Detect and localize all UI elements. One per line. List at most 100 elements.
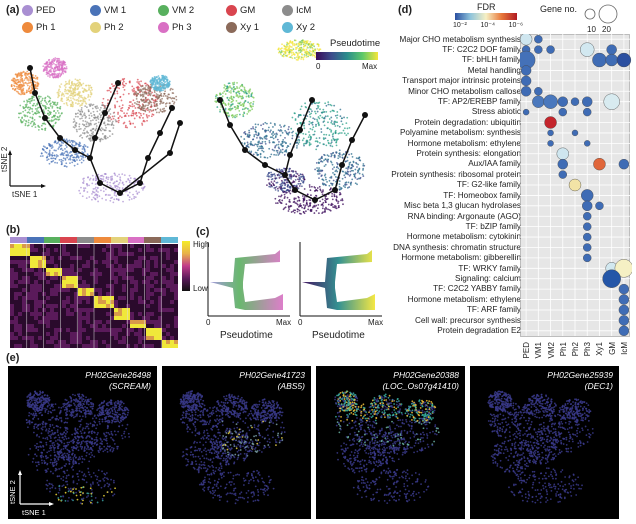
legend-item-7: Ph 3: [158, 22, 192, 33]
gene-set-label: Hormone metabolism: cytokinin: [407, 232, 521, 242]
gene-set-label: Cell wall: precursor synthesis: [415, 316, 521, 326]
gene-set-label: TF: G2-like family: [457, 180, 521, 190]
gene-no-title: Gene no.: [540, 4, 577, 14]
enrichment-dot: [617, 53, 631, 67]
heatmap-cluster-bar: [10, 237, 178, 243]
enrichment-dot: [583, 223, 591, 231]
enrichment-dot: [619, 326, 629, 336]
enrichment-dot: [548, 130, 554, 136]
legend-swatch: [90, 5, 101, 16]
gene-set-label: Metal handling: [468, 66, 521, 76]
gene-set-label: Protein degradation E2: [437, 326, 521, 336]
branch-plot-clusters: [210, 250, 283, 310]
enrichment-dot: [582, 201, 592, 211]
cluster-tick: Ph2: [571, 342, 580, 366]
legend-item-1: VM 1: [90, 5, 126, 16]
branch-plot-pseudotime: [302, 250, 375, 310]
tsne-axes-a: [8, 150, 58, 210]
gene-set-label: Protein synthesis: ribosomal protein: [391, 170, 521, 180]
enrichment-dot: [523, 109, 529, 115]
heatmap-colorbar: [182, 241, 190, 291]
enrichment-dot: [604, 94, 620, 110]
enrichment-dot: [619, 305, 629, 315]
trajectory-branch-mid: [90, 83, 118, 158]
pseudotime-title: Pseudotime: [330, 38, 380, 49]
tsne1-label-e: tSNE 1: [22, 508, 46, 517]
pseudotime-colorbar: [316, 52, 378, 60]
gene-set-label: TF: AP2/EREBP family: [438, 97, 521, 107]
legend-item-4: IcM: [282, 5, 311, 16]
enrichment-dot: [521, 86, 531, 96]
enrichment-dot: [521, 65, 531, 75]
enrichment-dot: [532, 96, 544, 108]
pseudotime-max: Max: [362, 62, 377, 71]
legend-label: PED: [36, 5, 56, 16]
enrichment-dot: [593, 158, 605, 170]
legend-swatch: [282, 5, 293, 16]
enrichment-dot: [619, 159, 629, 169]
panel-d-label: (d): [398, 4, 412, 16]
gene-no-tick-20: 20: [602, 25, 611, 34]
legend-label: Ph 2: [104, 22, 124, 33]
c-max-2: Max: [368, 318, 383, 327]
gene-set-label: TF: Homeobox family: [443, 191, 521, 201]
c-xlabel-2: Pseudotime: [312, 330, 365, 341]
pseudotime-trajectory: [220, 100, 365, 200]
legend-item-2: VM 2: [158, 5, 194, 16]
feature-alias-1: (SCREAM): [109, 381, 151, 391]
feature-gene-1: PH02Gene26498: [85, 370, 151, 380]
gene-set-label: TF: WRKY family: [458, 264, 521, 274]
enrichment-dot: [569, 179, 581, 191]
legend-label: GM: [240, 5, 255, 16]
legend-label: VM 1: [104, 5, 126, 16]
gene-set-label: TF: bZIP family: [466, 222, 521, 232]
enrichment-dot: [558, 97, 568, 107]
enrichment-dot: [583, 233, 591, 241]
enrichment-dot: [571, 98, 579, 106]
gene-set-label: TF: bHLH family: [462, 55, 521, 65]
enrichment-dot: [544, 95, 558, 109]
gene-set-label: Protein synthesis: elongation: [416, 149, 521, 159]
tsne2-label-a: tSNE 2: [0, 147, 9, 172]
gene-set-label: DNA synthesis: chromatin structure: [393, 243, 521, 253]
legend-item-6: Ph 2: [90, 22, 124, 33]
legend-item-0: PED: [22, 5, 56, 16]
cluster-tick: VM2: [547, 342, 556, 366]
enrichment-dot: [534, 35, 542, 43]
enrichment-dot: [534, 46, 542, 54]
enrichment-dot: [559, 171, 567, 179]
legend-label: Ph 1: [36, 22, 56, 33]
gene-set-label: Transport major intrinsic proteins: [402, 76, 521, 86]
feature-alias-2: (ABS5): [278, 381, 305, 391]
cluster-tick: Ph3: [583, 342, 592, 366]
gene-set-label: Hormone metabolism: ethylene: [408, 295, 521, 305]
feature-alias-3: (LOC_Os07g41410): [382, 381, 459, 391]
legend-label: Ph 3: [172, 22, 192, 33]
cluster-tick: Xy1: [595, 342, 604, 366]
enrichment-dot: [580, 43, 594, 57]
gene-set-label: RNA binding: Argonaute (AGO): [408, 212, 521, 222]
fdr-title: FDR: [477, 2, 496, 12]
enrichment-dot: [619, 284, 629, 294]
pseudotime-min: 0: [316, 62, 320, 71]
c-min-2: 0: [298, 318, 302, 327]
gene-set-label: Polyamine metabolism: synthesis: [400, 128, 521, 138]
fdr-colorbar: [455, 13, 517, 20]
feature-plot-3: PH02Gene20388(LOC_Os07g41410): [316, 366, 465, 519]
gene-set-label: Hormone metabolism: gibberellin: [401, 253, 521, 263]
enrichment-dot: [520, 34, 532, 45]
c-min-1: 0: [206, 318, 210, 327]
enrichment-dot: [547, 46, 555, 54]
gene-set-label: Stress abiotic: [472, 107, 521, 117]
gene-set-label: Aux/IAA family: [468, 159, 521, 169]
enrichment-dot: [583, 243, 591, 251]
cluster-tick: VM1: [534, 342, 543, 366]
gene-set-label: TF: ARF family: [467, 305, 521, 315]
feature-gene-4: PH02Gene25939: [547, 370, 613, 380]
feature-plot-4: PH02Gene25939(DEC1): [470, 366, 619, 519]
panel-c-label: (c): [196, 226, 209, 238]
gene-set-label: TF: C2C2 YABBY family: [433, 284, 521, 294]
tsne1-label-a: tSNE 1: [12, 190, 37, 199]
panel-a-label: (a): [6, 4, 19, 16]
enrichment-dot: [619, 295, 629, 305]
